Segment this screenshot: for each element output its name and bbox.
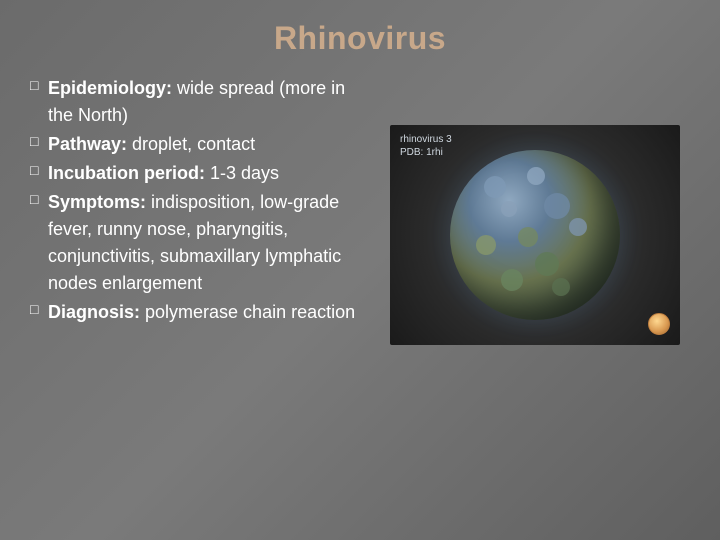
text-column: Epidemiology: wide spread (more in the N… <box>30 75 360 520</box>
bullet-value: droplet, contact <box>127 134 255 154</box>
virus-image: rhinovirus 3 PDB: 1rhi <box>390 125 680 345</box>
bullet-label: Diagnosis: <box>48 302 140 322</box>
bullet-label: Pathway: <box>48 134 127 154</box>
caption-line-1: rhinovirus 3 <box>400 133 452 146</box>
bullet-item: Diagnosis: polymerase chain reaction <box>30 299 360 326</box>
bullet-value: polymerase chain reaction <box>140 302 355 322</box>
image-column: rhinovirus 3 PDB: 1rhi <box>380 75 690 520</box>
caption-line-2: PDB: 1rhi <box>400 146 452 159</box>
bullet-list: Epidemiology: wide spread (more in the N… <box>30 75 360 326</box>
badge-icon <box>648 313 670 335</box>
bullet-value: 1-3 days <box>205 163 279 183</box>
bullet-label: Incubation period: <box>48 163 205 183</box>
slide-container: Rhinovirus Epidemiology: wide spread (mo… <box>0 0 720 540</box>
bullet-item: Pathway: droplet, contact <box>30 131 360 158</box>
content-row: Epidemiology: wide spread (more in the N… <box>30 75 690 520</box>
bullet-item: Incubation period: 1-3 days <box>30 160 360 187</box>
bullet-label: Symptoms: <box>48 192 146 212</box>
slide-title: Rhinovirus <box>30 20 690 57</box>
virus-image-caption: rhinovirus 3 PDB: 1rhi <box>400 133 452 159</box>
bullet-item: Epidemiology: wide spread (more in the N… <box>30 75 360 129</box>
virus-sphere-icon <box>450 150 620 320</box>
bullet-label: Epidemiology: <box>48 78 172 98</box>
bullet-item: Symptoms: indisposition, low-grade fever… <box>30 189 360 297</box>
